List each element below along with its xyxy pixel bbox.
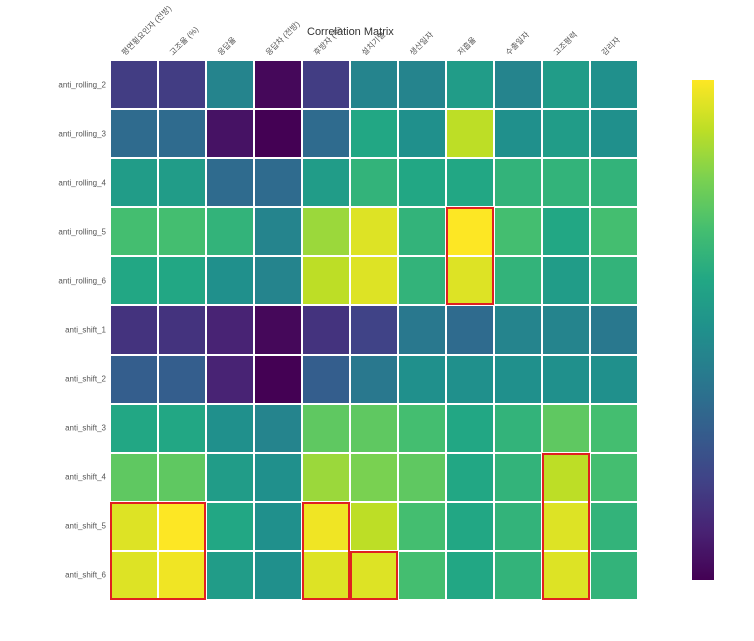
column-label: 수출일자 bbox=[503, 29, 532, 58]
column-label: 고조평력 bbox=[551, 29, 580, 58]
row-label: anti_shift_6 bbox=[65, 571, 106, 580]
heatmap-area bbox=[110, 60, 638, 600]
colorbar-gradient bbox=[692, 80, 714, 580]
column-label: 감리자 bbox=[599, 35, 622, 58]
column-labels: 평면횡요인자 (전방)고조율 (%)응답율응답차 (전방)후방자 (수)설치기별… bbox=[110, 28, 638, 58]
row-label: anti_shift_2 bbox=[65, 375, 106, 384]
column-label: 응답율 bbox=[215, 35, 238, 58]
row-label: anti_shift_3 bbox=[65, 424, 106, 433]
highlight-box bbox=[110, 502, 206, 600]
column-label: 후방자 (수) bbox=[311, 24, 345, 58]
row-label: anti_shift_5 bbox=[65, 522, 106, 531]
highlight-box bbox=[350, 551, 398, 600]
row-label: anti_rolling_5 bbox=[58, 227, 106, 236]
column-label: 저흡율 bbox=[455, 35, 478, 58]
highlight-box bbox=[446, 207, 494, 305]
row-labels: anti_rolling_2 anti_rolling_3 anti_rolling… bbox=[20, 60, 106, 600]
highlight-overlay bbox=[110, 60, 638, 600]
colorbar bbox=[692, 80, 714, 580]
column-label: 생산일자 bbox=[407, 29, 436, 58]
row-label: anti_rolling_6 bbox=[58, 276, 106, 285]
row-label: anti_shift_1 bbox=[65, 326, 106, 335]
highlight-box bbox=[542, 453, 590, 600]
chart-container: Correlation Matrix 평면횡요인자 (전방)고조율 (%)응답율… bbox=[20, 20, 734, 621]
highlight-box bbox=[302, 502, 350, 600]
row-label: anti_rolling_3 bbox=[58, 129, 106, 138]
column-label: 평면횡요인자 (전방) bbox=[119, 3, 174, 58]
row-label: anti_rolling_4 bbox=[58, 178, 106, 187]
column-label: 고조율 (%) bbox=[167, 24, 201, 58]
column-label: 설치기별 bbox=[359, 29, 388, 58]
row-label: anti_rolling_2 bbox=[58, 80, 106, 89]
column-label: 응답차 (전방) bbox=[263, 19, 302, 58]
row-label: anti_shift_4 bbox=[65, 473, 106, 482]
